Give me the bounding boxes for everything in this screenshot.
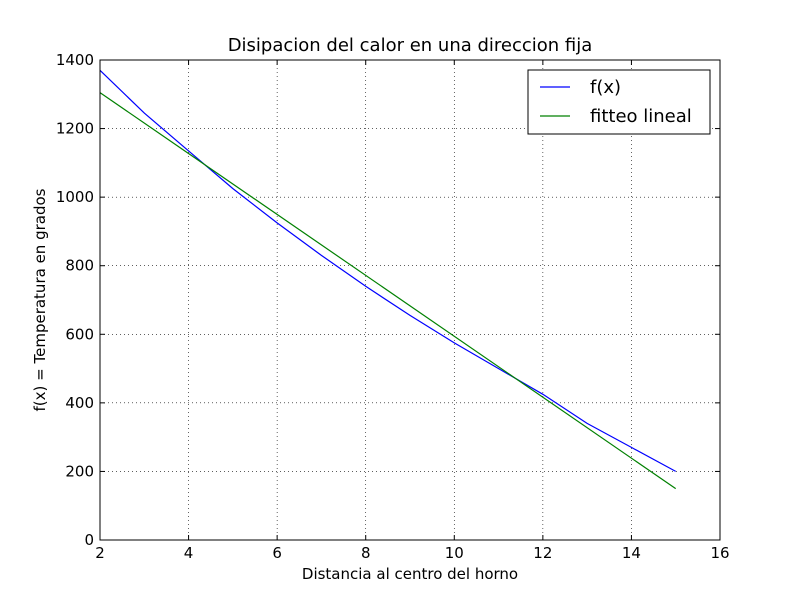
y-tick-label: 800 <box>65 257 94 275</box>
legend-label-fx: f(x) <box>590 77 621 98</box>
y-tick-label: 1400 <box>56 51 94 69</box>
legend-label-linear-fit: fitteo lineal <box>590 106 692 127</box>
x-tick-label: 2 <box>95 544 105 562</box>
x-tick-label: 16 <box>710 544 729 562</box>
y-tick-label: 1200 <box>56 120 94 138</box>
chart-title: Disipacion del calor en una direccion fi… <box>227 35 593 56</box>
y-axis-label: f(x) = Temperatura en grados <box>31 188 49 412</box>
x-tick-label: 4 <box>184 544 194 562</box>
y-tick-label: 600 <box>65 325 94 343</box>
x-tick-label: 8 <box>361 544 371 562</box>
x-axis-label: Distancia al centro del horno <box>301 565 519 583</box>
series-line-fx <box>99 69 676 472</box>
x-tick-label: 6 <box>272 544 282 562</box>
y-tick-label: 1000 <box>56 188 94 206</box>
plot-frame <box>99 59 721 541</box>
series-line-linear-fit <box>99 92 677 490</box>
y-tick-label: 400 <box>65 394 94 412</box>
x-tick-label: 10 <box>445 544 464 562</box>
y-tick-label: 0 <box>84 531 94 549</box>
x-tick-label: 14 <box>622 544 641 562</box>
legend-box <box>527 69 711 135</box>
y-tick-label: 200 <box>65 462 94 480</box>
x-tick-label: 12 <box>533 544 552 562</box>
